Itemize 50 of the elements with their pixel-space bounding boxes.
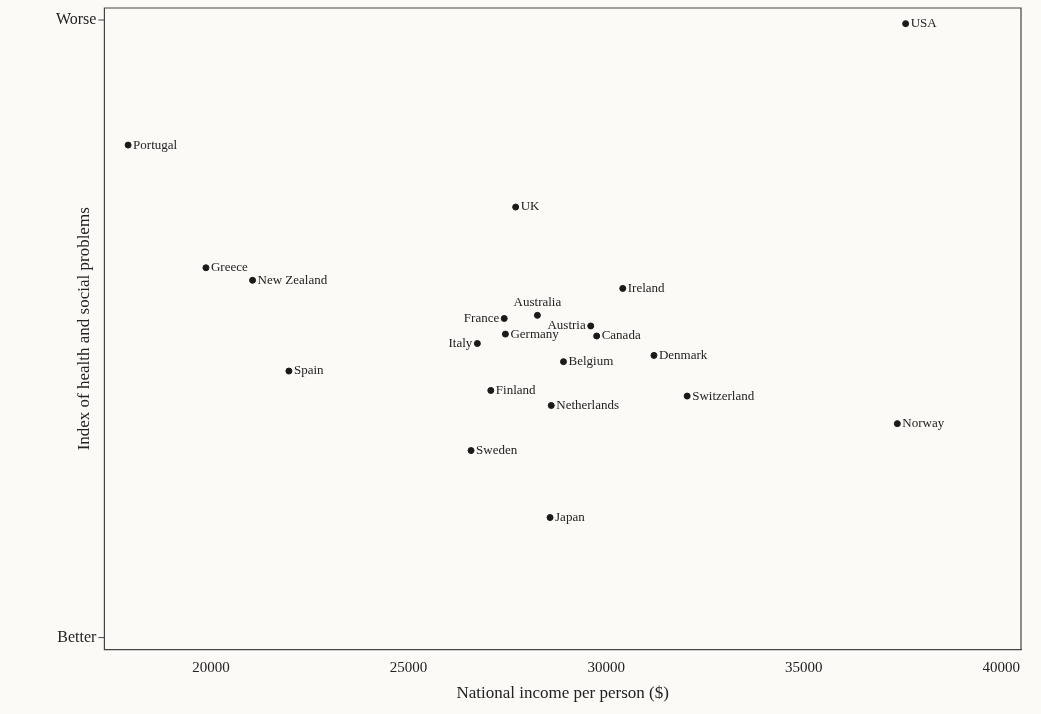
annotation: Belgium (568, 353, 614, 369)
annotation: Finland (495, 381, 537, 397)
annotation: Denmark (658, 346, 708, 362)
annotation: Switzerland (692, 387, 755, 403)
point (546, 514, 554, 522)
point (593, 332, 601, 340)
annotation: Norway (902, 415, 945, 431)
x-axis-title: National income per person ($) (456, 683, 669, 703)
annotation: USA (910, 15, 938, 31)
point (559, 358, 567, 366)
x-tick-label: 20000 (192, 658, 230, 675)
annotation: UK (520, 198, 541, 214)
text: Worse (55, 10, 97, 28)
annotation: Spain (293, 362, 325, 378)
point (285, 367, 293, 375)
point (202, 264, 210, 272)
x-tick-label: 35000 (784, 658, 823, 675)
point (467, 447, 475, 455)
annotation: Portugal (133, 136, 178, 152)
x-tick-label: 30000 (587, 658, 625, 675)
point (619, 284, 627, 292)
x-tick-label: 25000 (389, 658, 428, 675)
text: Better (57, 627, 98, 645)
point (512, 203, 520, 211)
point (473, 340, 481, 348)
annotation: Austria (547, 317, 586, 333)
point (501, 330, 509, 338)
annotation: Sweden (476, 441, 518, 457)
y-axis-title: Index of health and social problems (73, 207, 93, 451)
point (500, 314, 508, 322)
point (650, 351, 658, 359)
point (533, 311, 541, 319)
point (487, 386, 495, 394)
annotation: Ireland (627, 279, 666, 295)
annotation: Australia (513, 293, 562, 309)
point (249, 276, 257, 284)
point (893, 420, 901, 428)
annotation: Netherlands (556, 396, 620, 412)
point (902, 20, 910, 28)
point (547, 401, 555, 409)
annotation: New Zealand (257, 271, 328, 287)
point (683, 392, 691, 400)
annotation: Japan (555, 508, 586, 524)
annotation: Italy (448, 334, 473, 350)
annotation: Canada (601, 327, 641, 343)
point (587, 322, 595, 330)
x-tick-label: 40000 (982, 658, 1020, 675)
annotation: France (463, 309, 500, 325)
annotation: Greece (210, 259, 248, 275)
point (124, 141, 132, 149)
